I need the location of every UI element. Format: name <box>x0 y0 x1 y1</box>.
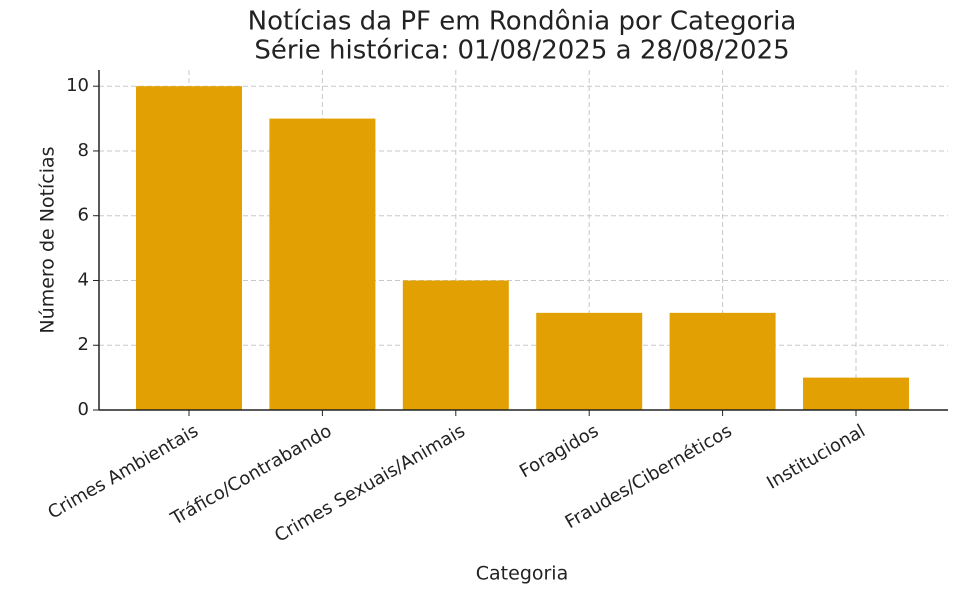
x-tick-label: Institucional <box>763 420 869 493</box>
x-tick-label: Foragidos <box>516 420 602 482</box>
x-axis-label: Categoria <box>476 563 568 585</box>
y-axis-label: Número de Notícias <box>37 146 59 333</box>
y-tick-label: 0 <box>78 399 89 420</box>
bar <box>803 377 909 410</box>
bar <box>536 312 643 410</box>
y-tick-label: 2 <box>78 334 89 355</box>
y-tick-label: 4 <box>78 269 89 290</box>
bar <box>669 312 776 410</box>
y-tick-label: 6 <box>78 205 89 226</box>
chart-title: Notícias da PF em Rondônia por Categoria <box>248 7 797 37</box>
bar <box>269 118 376 411</box>
y-tick-label: 10 <box>66 75 89 96</box>
bar <box>402 280 509 410</box>
bar <box>136 86 242 410</box>
chart-subtitle: Série histórica: 01/08/2025 a 28/08/2025 <box>254 36 789 66</box>
y-tick-label: 8 <box>78 140 89 161</box>
